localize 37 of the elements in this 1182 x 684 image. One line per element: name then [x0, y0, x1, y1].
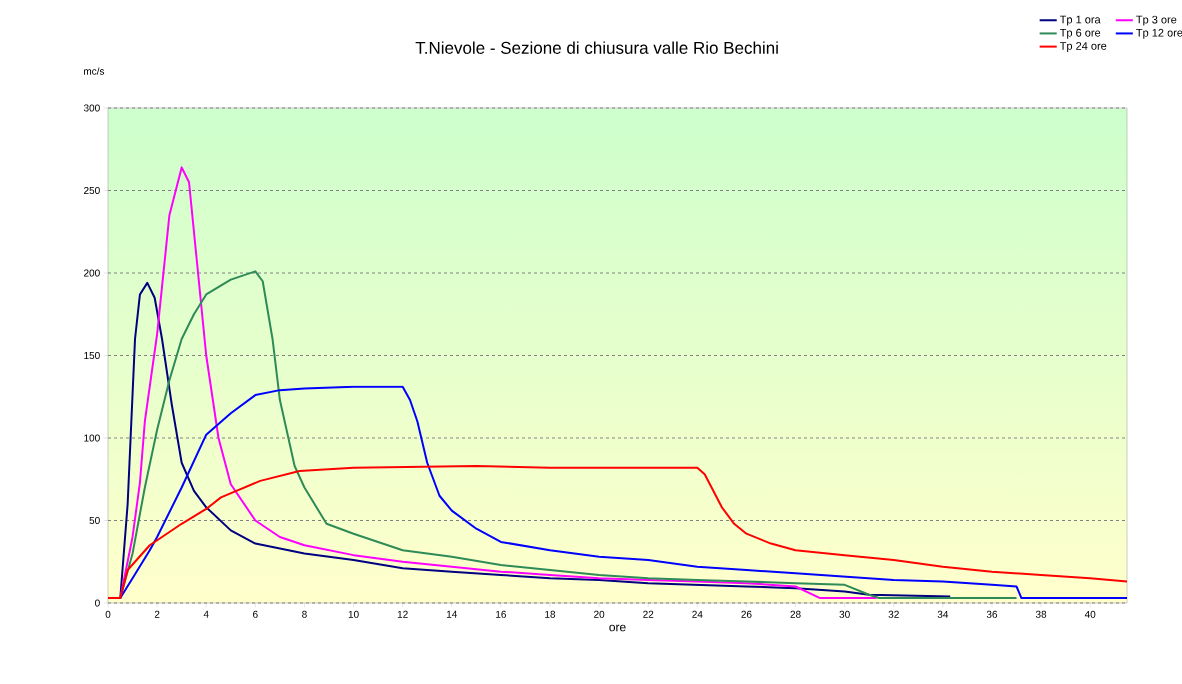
- x-tick-label: 32: [888, 610, 899, 618]
- y-axis-title: mc/s: [84, 67, 105, 75]
- x-tick-label: 4: [203, 610, 209, 618]
- x-tick-label: 2: [154, 610, 160, 618]
- chart-title: T.Nievole - Sezione di chiusura valle Rio Bechini: [415, 41, 778, 54]
- x-tick-label: 26: [741, 610, 752, 618]
- x-tick-label: 38: [1035, 610, 1047, 618]
- legend-label: Tp 12 ore: [1136, 28, 1182, 39]
- x-tick-label: 12: [397, 610, 408, 618]
- x-tick-label: 8: [302, 610, 307, 618]
- legend-label: Tp 1 ora: [1059, 15, 1101, 26]
- x-tick-label: 0: [105, 610, 111, 618]
- y-tick-label: 250: [84, 186, 100, 195]
- x-tick-label: 24: [692, 610, 703, 618]
- legend-label: Tp 3 ore: [1136, 15, 1177, 26]
- y-tick-label: 0: [95, 599, 100, 607]
- legend-label: Tp 6 ore: [1059, 28, 1101, 39]
- y-tick-label: 300: [83, 104, 100, 112]
- x-tick-label: 22: [643, 610, 654, 618]
- x-tick-label: 28: [790, 610, 801, 618]
- y-tick-label: 200: [84, 269, 100, 277]
- x-tick-label: 18: [545, 610, 556, 618]
- line-series: [108, 465, 1128, 600]
- x-tick-label: 36: [986, 610, 998, 618]
- x-axis-title: ore: [609, 624, 626, 632]
- x-tick-label: 14: [446, 610, 458, 618]
- y-tick-label: 50: [89, 516, 100, 525]
- x-tick-label: 6: [253, 610, 258, 618]
- legend-label: Tp 24 ore: [1059, 42, 1107, 52]
- x-tick-label: 40: [1084, 610, 1096, 618]
- y-tick-label: 100: [84, 434, 100, 442]
- x-tick-label: 16: [496, 610, 507, 618]
- y-tick-label: 150: [84, 351, 100, 360]
- x-tick-label: 10: [348, 610, 359, 618]
- x-tick-label: 34: [937, 610, 949, 618]
- x-tick-label: 30: [839, 610, 850, 618]
- x-tick-label: 20: [594, 610, 605, 618]
